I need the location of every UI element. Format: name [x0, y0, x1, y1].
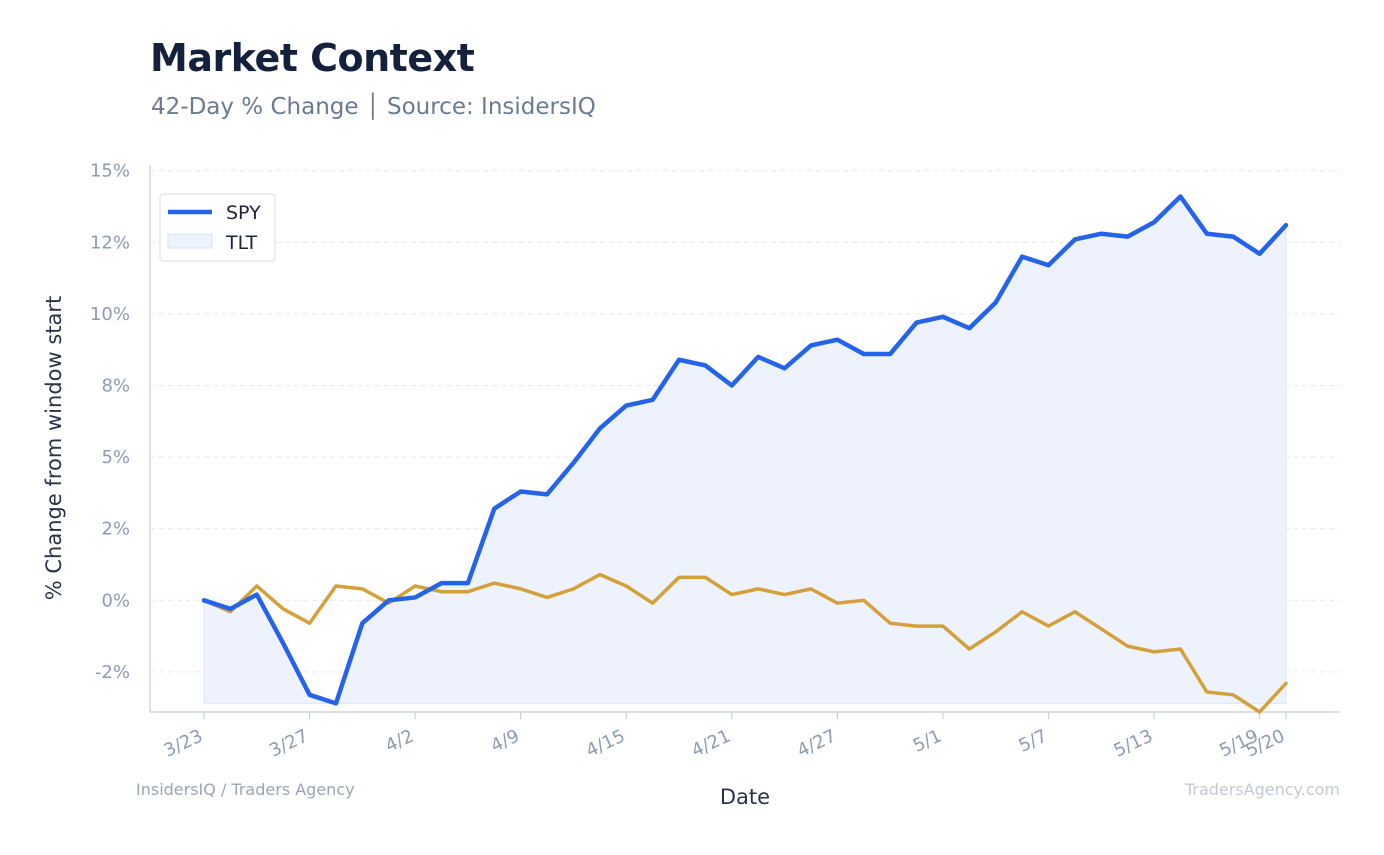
x-tick-label: 4/21 [688, 725, 734, 761]
legend-label-tlt: TLT [225, 232, 258, 254]
x-axis-title: Date [720, 785, 770, 809]
y-axis-title: % Change from window start [42, 296, 66, 601]
legend: SPY TLT [159, 193, 276, 262]
y-tick-label: 15% [90, 161, 130, 182]
chart-title: Market Context [150, 36, 475, 80]
x-tick-label: 3/23 [161, 725, 207, 761]
x-tick-label: 4/9 [488, 725, 523, 756]
legend-swatch-tlt [167, 233, 213, 249]
x-tick-label: 5/7 [1015, 725, 1050, 756]
x-tick-label: 4/27 [794, 725, 840, 761]
y-tick-label: 10% [90, 304, 130, 325]
y-tick-label: 0% [101, 590, 130, 611]
series-layer [201, 194, 1289, 714]
y-tick-label: -2% [95, 662, 130, 683]
footer-site: TradersAgency.com [1184, 780, 1340, 799]
x-tick-label: 4/15 [583, 725, 629, 761]
legend-label-spy: SPY [226, 202, 261, 224]
chart-subtitle: 42-Day % Change │ Source: InsidersIQ [151, 94, 596, 120]
y-tick-label: 12% [90, 232, 130, 253]
x-tick-label: 5/1 [910, 725, 945, 756]
series-line-tlt [202, 572, 1288, 714]
axis-layer [149, 165, 1340, 719]
series-line-spy [201, 194, 1289, 706]
x-tick-label: 5/13 [1111, 725, 1157, 761]
x-tick-label: 4/2 [382, 725, 417, 756]
x-tick-label: 3/27 [266, 725, 312, 761]
shaded-area [203, 195, 1287, 705]
y-tick-label: 2% [101, 519, 130, 540]
fill-layer [203, 195, 1287, 705]
y-tick-label: 5% [101, 447, 130, 468]
y-tick-label: 8% [101, 376, 130, 397]
footer-attribution: InsidersIQ / Traders Agency [136, 780, 355, 799]
